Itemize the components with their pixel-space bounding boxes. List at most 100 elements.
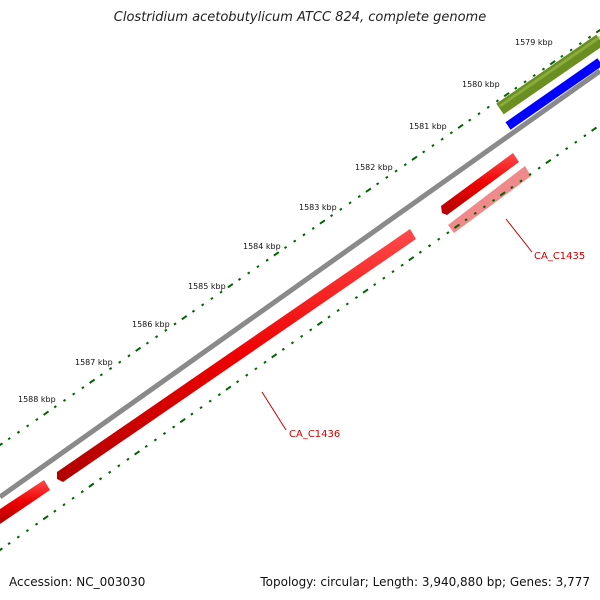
- accession-text: Accession: NC_003030: [9, 575, 146, 589]
- minor-tick: [245, 373, 249, 377]
- minor-tick: [153, 438, 157, 442]
- minor-tick: [7, 437, 11, 441]
- major-tick: [319, 219, 326, 225]
- major-tick: [591, 126, 598, 132]
- minor-tick: [574, 140, 578, 144]
- minor-tick: [569, 48, 573, 52]
- major-tick: [0, 442, 4, 447]
- cds-feature[interactable]: [0, 480, 50, 524]
- minor-tick: [578, 42, 582, 46]
- minor-tick: [327, 315, 331, 319]
- minor-tick: [565, 147, 569, 151]
- minor-tick: [219, 290, 223, 294]
- minor-tick: [427, 244, 432, 248]
- minor-tick: [62, 398, 67, 402]
- tick-label: 1584 kbp: [243, 242, 281, 251]
- major-tick: [271, 353, 278, 359]
- tick-label: 1579 kbp: [515, 38, 553, 47]
- minor-tick: [217, 393, 221, 397]
- minor-tick: [339, 207, 343, 211]
- green-band-highlight: [499, 35, 600, 108]
- minor-tick: [345, 302, 349, 306]
- cds-feature[interactable]: [441, 153, 519, 215]
- tick-label: 1583 kbp: [299, 203, 337, 212]
- minor-tick: [519, 179, 523, 183]
- minor-tick: [108, 366, 113, 371]
- minor-tick: [191, 309, 196, 313]
- minor-tick: [437, 237, 441, 241]
- map-title: Clostridium acetobutylicum ATCC 824, com…: [113, 10, 487, 25]
- minor-tick: [236, 380, 240, 384]
- blue-band: [505, 58, 600, 130]
- minor-tick: [72, 392, 76, 396]
- minor-tick: [126, 457, 130, 461]
- minor-tick: [486, 105, 490, 109]
- minor-tick: [254, 367, 258, 371]
- minor-tick: [208, 399, 212, 403]
- minor-tick: [391, 270, 395, 274]
- green-band: [496, 34, 600, 115]
- minor-tick: [164, 328, 168, 332]
- minor-tick: [16, 535, 20, 539]
- minor-tick: [25, 529, 29, 533]
- minor-tick: [400, 263, 404, 267]
- major-tick: [545, 158, 552, 165]
- minor-tick: [354, 295, 359, 300]
- minor-tick: [373, 283, 377, 287]
- minor-tick: [510, 185, 514, 189]
- major-tick: [42, 515, 49, 521]
- genome-backbone: [0, 68, 600, 500]
- minor-tick: [71, 496, 75, 500]
- major-tick: [134, 450, 141, 456]
- major-tick: [453, 223, 460, 229]
- minor-tick: [290, 341, 295, 345]
- gene-label-ca-c1436[interactable]: CA_C1436: [289, 429, 340, 440]
- gene-label-ca-c1435[interactable]: CA_C1435: [534, 251, 585, 262]
- major-tick: [316, 320, 323, 327]
- major-tick: [499, 191, 506, 197]
- minor-tick: [81, 386, 85, 390]
- major-tick: [408, 256, 415, 262]
- minor-tick: [265, 258, 269, 262]
- major-tick: [135, 346, 142, 352]
- major-tick: [89, 378, 96, 384]
- tick-label: 1585 kbp: [188, 282, 226, 291]
- major-tick: [503, 92, 510, 98]
- genome-summary-text: Topology: circular; Length: 3,940,880 bp…: [260, 575, 590, 589]
- gene-label-leader: [261, 391, 287, 431]
- minor-tick: [173, 322, 177, 326]
- minor-tick: [348, 201, 352, 205]
- major-tick: [549, 60, 556, 66]
- major-tick: [273, 251, 280, 257]
- gene-label-leader: [505, 218, 533, 253]
- tick-label: 1582 kbp: [355, 163, 393, 172]
- minor-tick: [541, 67, 546, 71]
- minor-tick: [385, 175, 389, 179]
- minor-tick: [98, 477, 103, 481]
- tick-label: 1580 kbp: [462, 80, 500, 89]
- minor-tick: [555, 153, 560, 157]
- major-tick: [225, 385, 232, 391]
- minor-tick: [482, 205, 486, 209]
- minor-tick: [422, 150, 426, 154]
- major-tick: [88, 482, 95, 488]
- minor-tick: [431, 143, 435, 148]
- minor-tick: [80, 490, 84, 494]
- minor-tick: [440, 137, 444, 141]
- minor-tick: [281, 347, 285, 351]
- minor-tick: [201, 303, 205, 307]
- cds-feature[interactable]: [57, 229, 416, 482]
- minor-tick: [300, 334, 304, 338]
- minor-tick: [449, 131, 453, 135]
- minor-tick: [293, 239, 297, 243]
- minor-tick: [172, 425, 176, 429]
- tick-label: 1586 kbp: [132, 320, 170, 329]
- minor-tick: [394, 169, 398, 173]
- minor-tick: [7, 541, 11, 546]
- minor-tick: [336, 308, 340, 313]
- cds-feature-light[interactable]: [448, 166, 531, 233]
- minor-tick: [26, 424, 30, 428]
- minor-tick: [118, 360, 122, 364]
- major-tick: [179, 417, 186, 424]
- minor-tick: [418, 250, 422, 254]
